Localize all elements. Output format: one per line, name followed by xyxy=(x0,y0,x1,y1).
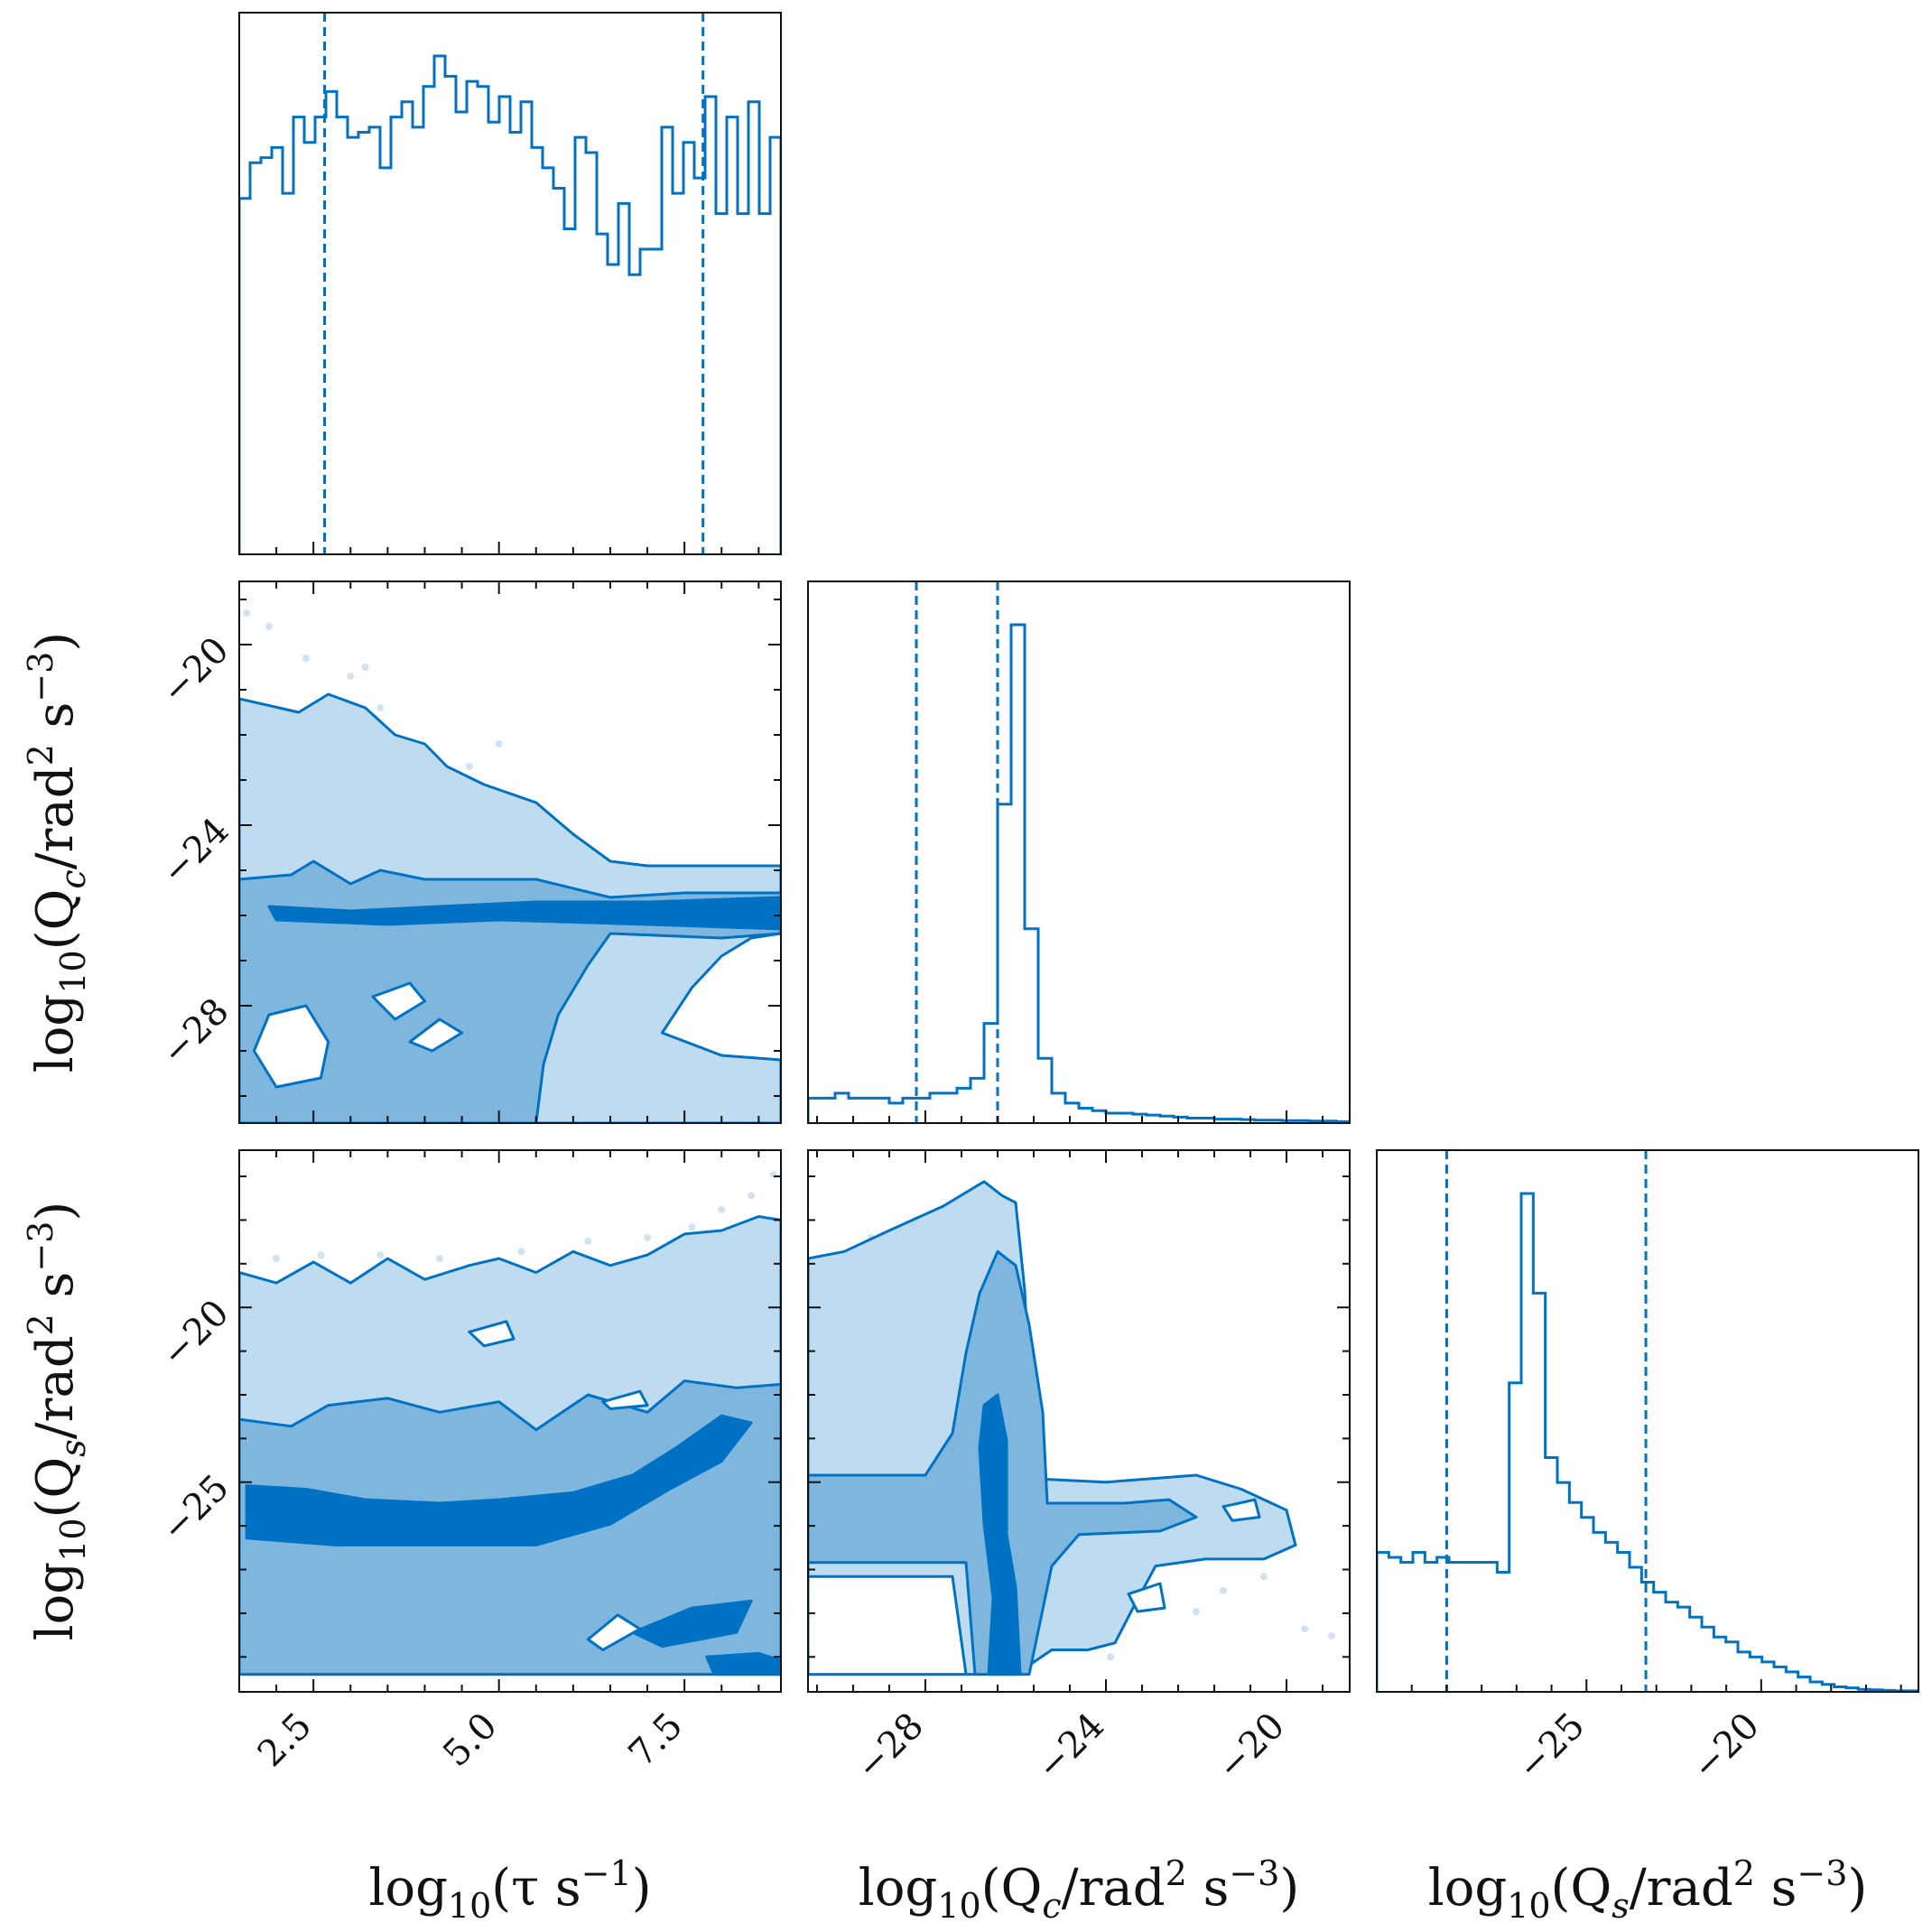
sample-point xyxy=(688,1223,696,1231)
sample-point xyxy=(584,1237,592,1245)
x-axis-label-qs: log10(Qs/rad2 s−3) xyxy=(1428,1853,1868,1926)
histogram-tau xyxy=(239,54,781,554)
contour-panel-qc-qs: −28 −24 −20 xyxy=(807,1149,1351,1788)
axis-labels: log10(τ s−1) log10(Qc/rad2 s−3) log10(Qs/r… xyxy=(21,632,1867,1926)
hist-panel-tau xyxy=(238,12,782,555)
sample-point xyxy=(302,655,310,662)
sample-point xyxy=(376,1251,385,1259)
sample-point xyxy=(361,664,369,671)
contour-panel-tau-qs: 2.5 5.0 7.5 −25 −20 xyxy=(153,1149,782,1776)
contour-hole xyxy=(1127,1582,1166,1613)
contour-inner xyxy=(978,1393,1022,1677)
x-tick-label: −20 xyxy=(1210,1705,1293,1788)
y-axis-label-qs: log10(Qs/rad2 s−3) xyxy=(21,1202,93,1641)
x-tick-label: −25 xyxy=(1509,1705,1593,1788)
sample-point xyxy=(1220,1586,1227,1594)
x-tick-label: 7.5 xyxy=(621,1705,692,1776)
contour-hole xyxy=(252,1004,330,1089)
panel-frame xyxy=(807,581,1351,1124)
panel-frame xyxy=(238,581,782,1124)
contour-inner2 xyxy=(631,1599,753,1649)
sample-point xyxy=(1193,1607,1200,1615)
sample-point xyxy=(435,1255,443,1262)
y-tick-label: −25 xyxy=(153,1467,237,1550)
contour-inner xyxy=(267,896,781,931)
panel-frame xyxy=(238,12,782,555)
x-tick-label: −28 xyxy=(849,1705,932,1788)
contour-hole xyxy=(586,1613,642,1651)
x-axis-label-qc: log10(Qc/rad2 s−3) xyxy=(859,1853,1299,1926)
x-tick-label: −24 xyxy=(1029,1705,1112,1788)
panel-frame xyxy=(807,1149,1351,1693)
contour-inner xyxy=(245,1414,753,1547)
sample-point xyxy=(748,1192,756,1200)
sample-point xyxy=(273,1255,281,1262)
y-tick-label: −20 xyxy=(153,1292,237,1375)
y-tick-label: −20 xyxy=(153,629,237,712)
y-tick-label: −28 xyxy=(153,990,237,1073)
sample-point xyxy=(1107,1653,1114,1661)
contour-hole xyxy=(808,1574,968,1677)
contour-hole xyxy=(1221,1498,1261,1522)
x-tick-label: −20 xyxy=(1685,1705,1768,1788)
x-tick-label: 2.5 xyxy=(250,1705,320,1776)
sample-point xyxy=(644,1233,652,1241)
contour-hole xyxy=(371,981,426,1021)
panel-frame xyxy=(1376,1149,1919,1693)
sample-point xyxy=(347,673,355,680)
panel-frame xyxy=(238,1149,782,1693)
y-axis-label-qc: log10(Qc/rad2 s−3) xyxy=(21,632,93,1073)
sample-point xyxy=(1328,1632,1335,1640)
histogram-qs xyxy=(1377,1192,1918,1692)
sample-point xyxy=(1301,1625,1308,1633)
contour-mid xyxy=(239,859,781,1123)
hist-panel-qc xyxy=(807,581,1351,1124)
contour-hole xyxy=(468,1320,516,1348)
contour-inner3 xyxy=(705,1651,781,1677)
histogram-qc xyxy=(808,623,1350,1123)
sample-point xyxy=(265,623,273,630)
contour-hole xyxy=(408,1017,464,1053)
x-axis-label-tau: log10(τ s−1) xyxy=(368,1853,651,1926)
sample-point xyxy=(465,763,473,770)
sample-point xyxy=(376,704,385,711)
contour-panel-tau-qc: −28 −24 −20 xyxy=(153,581,782,1124)
y-tick-label: −24 xyxy=(153,810,237,893)
sample-point xyxy=(1260,1573,1268,1581)
contour-hole xyxy=(601,1389,649,1410)
x-tick-label: 5.0 xyxy=(435,1705,506,1776)
sample-point xyxy=(317,1251,325,1259)
sample-point xyxy=(517,1248,525,1256)
sample-point xyxy=(718,1205,726,1213)
sample-point xyxy=(495,740,503,748)
hist-panel-qs: −25 −20 xyxy=(1376,1149,1919,1788)
sample-point xyxy=(243,609,251,617)
